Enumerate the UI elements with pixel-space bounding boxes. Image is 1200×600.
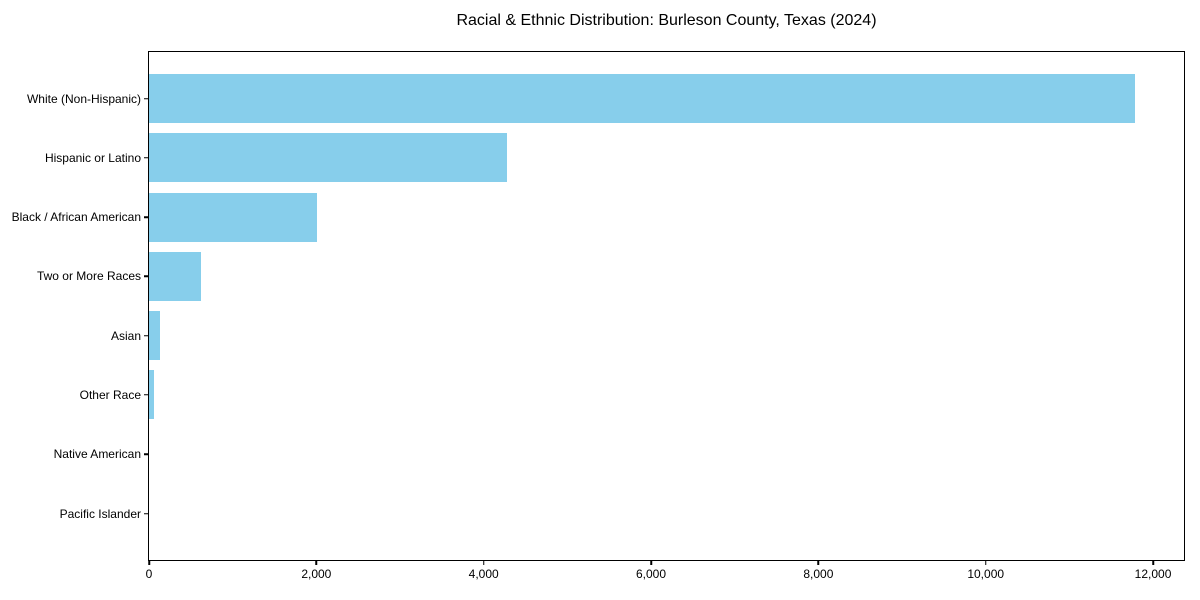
y-axis-category-label: Black / African American <box>11 210 141 225</box>
y-axis-tick <box>144 453 148 455</box>
x-axis-tick-label: 2,000 <box>301 567 332 581</box>
y-axis-tick <box>144 275 148 278</box>
y-axis-category-label: White (Non-Hispanic) <box>26 91 141 106</box>
bar-asian <box>149 311 160 361</box>
y-axis-tick <box>144 97 148 100</box>
y-axis-category-label: Asian <box>110 328 141 343</box>
bar-other-race <box>149 370 154 420</box>
x-axis-tick <box>650 561 652 565</box>
x-axis-tick-label: 12,000 <box>1134 567 1172 581</box>
y-axis-tick <box>144 216 148 218</box>
x-axis-tick <box>1152 561 1154 565</box>
y-axis-tick <box>144 394 148 396</box>
x-axis-tick <box>315 561 318 565</box>
bar-white-non-hispanic <box>149 74 1135 123</box>
y-axis-category-label: Hispanic or Latino <box>44 150 141 165</box>
y-axis-category-label: Two or More Races <box>36 269 141 284</box>
x-axis-tick-label: 8,000 <box>803 567 834 581</box>
x-axis-tick <box>482 561 485 565</box>
chart-title: Racial & Ethnic Distribution: Burleson C… <box>456 12 877 29</box>
y-axis-tick <box>144 512 148 515</box>
y-axis-category-label: Other Race <box>79 387 141 402</box>
y-axis-tick <box>144 157 148 159</box>
x-axis-tick-label: 10,000 <box>967 567 1005 581</box>
x-axis-tick <box>148 561 150 565</box>
y-axis-category-label: Native American <box>53 447 141 462</box>
y-axis-tick <box>144 334 148 337</box>
x-axis-tick <box>984 561 987 565</box>
bar-two-or-more-races <box>149 251 201 301</box>
bar-hispanic-or-latino <box>149 133 508 183</box>
x-axis-tick-label: 4,000 <box>468 567 499 581</box>
plot-area: White (Non-Hispanic) Hispanic or Latino Bl… <box>12 51 1185 581</box>
y-axis-category-label: Pacific Islander <box>59 506 141 521</box>
x-axis-tick <box>817 561 820 565</box>
x-axis-tick-label: 6,000 <box>636 567 667 581</box>
bar-black-african-american <box>149 192 317 242</box>
x-axis-tick-label: 0 <box>145 567 153 581</box>
